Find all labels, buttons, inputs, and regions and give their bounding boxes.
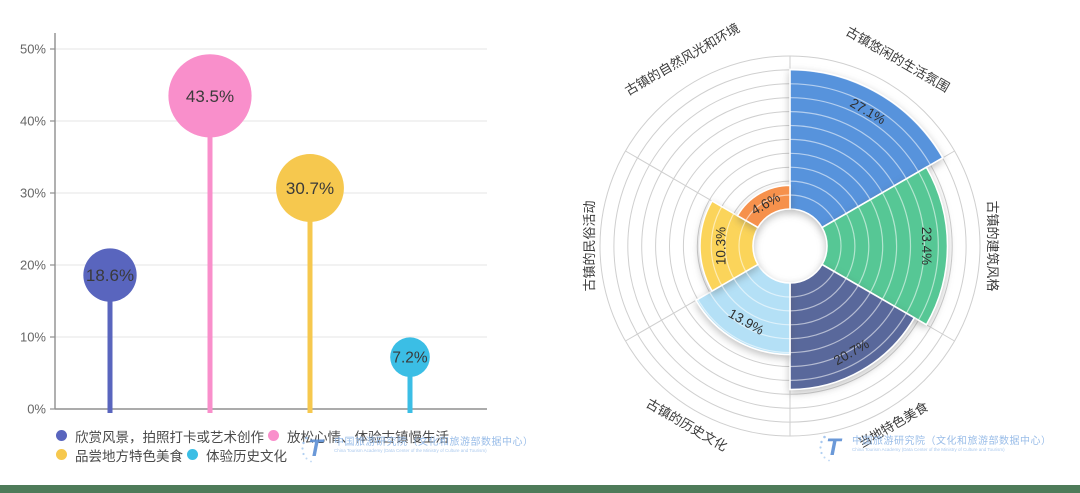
cta-logo-icon: T — [301, 435, 325, 463]
legend-dot — [56, 430, 67, 441]
legend-item: 品尝地方特色美食 — [56, 445, 187, 465]
legend-label: 体验历史文化 — [206, 448, 287, 464]
watermark-text-cn: 中国旅游研究院（文化和旅游部数据中心） — [852, 436, 1052, 447]
y-tick-label: 30% — [20, 186, 46, 201]
rose-sector — [820, 166, 949, 326]
rose-category-label: 古镇的民俗活动 — [582, 200, 597, 291]
legend-label: 品尝地方特色美食 — [75, 448, 183, 464]
watermark: T 中国旅游研究院（文化和旅游部数据中心） China Tourism Acad… — [300, 431, 534, 463]
y-tick-label: 10% — [20, 330, 46, 345]
polar-grid-ring-overlay — [738, 194, 842, 298]
lollipop-value-label: 18.6% — [86, 266, 134, 285]
lollipop-chart: 0% 10% 20% 30% 40% 50% 18.6% 43.5% 30.7% 7.2% — [20, 33, 487, 417]
rose-sector — [736, 184, 791, 229]
legend-dot — [187, 449, 198, 460]
lollipop-value-label: 30.7% — [286, 179, 334, 198]
lollipop-circle — [168, 54, 252, 138]
legend-dot — [268, 430, 279, 441]
watermark: T 中国旅游研究院（文化和旅游部数据中心） China Tourism Acad… — [818, 430, 1052, 462]
polar-grid-ring-overlay — [695, 111, 925, 381]
rose-sector — [789, 263, 916, 391]
rose-category-label: 古镇的自然风光和环境 — [622, 20, 742, 98]
legend-dot — [56, 449, 67, 460]
lollipop-circle — [83, 248, 137, 302]
polar-grid-ring-overlay — [695, 97, 939, 390]
legend-item: 放松心情、体验古镇慢生活 — [268, 426, 449, 446]
rose-value-label: 23.4% — [919, 227, 934, 265]
legend-row: 品尝地方特色美食 体验历史文化 — [56, 445, 449, 464]
y-tick-label: 40% — [20, 114, 46, 129]
rose-category-label: 古镇的历史文化 — [644, 396, 730, 454]
rose-chart: 27.1%23.4%20.7%13.9%10.3%4.6%古镇悠闲的生活氛围古镇… — [582, 20, 1000, 454]
polar-grid-ring-overlay — [710, 166, 870, 326]
legend-item: 欣赏风景，拍照打卡或艺术创作 — [56, 426, 268, 446]
cta-logo-icon: T — [819, 434, 843, 462]
rose-category-label: 古镇的建筑风格 — [985, 200, 1000, 291]
polar-grid-ring-overlay — [695, 138, 898, 354]
polar-grid-ring-overlay — [695, 69, 948, 390]
polar-grid-ring-overlay — [695, 83, 948, 390]
lollipop-value-label: 7.2% — [392, 350, 427, 367]
lollipop-circle — [276, 154, 344, 222]
watermark-text-en: China Tourism Academy (Data Center of th… — [852, 447, 1005, 452]
legend-label: 欣赏风景，拍照打卡或艺术创作 — [75, 429, 264, 445]
lollipop-circle — [390, 337, 430, 377]
legend-item: 体验历史文化 — [187, 445, 287, 465]
watermark-text-en: China Tourism Academy (Data Center of th… — [334, 448, 487, 453]
polar-grid-ring-overlay — [695, 124, 912, 368]
cta-logo-glyph: T — [826, 434, 843, 461]
lollipop-chart-panel: 0% 10% 20% 30% 40% 50% 18.6% 43.5% 30.7% 7.2% 欣赏风… — [0, 0, 540, 485]
legend-label: 放松心情、体验古镇慢生活 — [287, 429, 449, 445]
bottom-accent-bar — [0, 485, 1080, 493]
y-tick-label: 0% — [27, 402, 46, 417]
y-tick-label: 20% — [20, 258, 46, 273]
rose-value-label: 10.3% — [713, 227, 728, 265]
lollipop-value-label: 43.5% — [186, 87, 234, 106]
watermark-text-cn: 中国旅游研究院（文化和旅游部数据中心） — [334, 437, 534, 448]
polar-grid-ring-overlay — [724, 180, 856, 312]
y-tick-label: 50% — [20, 42, 46, 57]
rose-chart-panel: 27.1% 23.4% 20.7% 13.9% 10.3% 4.6% 古镇悠闲的生活氛围 古镇… — [540, 0, 1080, 485]
legend-row: 欣赏风景，拍照打卡或艺术创作 放松心情、体验古镇慢生活 — [56, 426, 449, 445]
lollipop-legend: 欣赏风景，拍照打卡或艺术创作 放松心情、体验古镇慢生活品尝地方特色美食 体验历史文化 — [56, 426, 449, 464]
cta-logo-glyph: T — [308, 435, 325, 462]
